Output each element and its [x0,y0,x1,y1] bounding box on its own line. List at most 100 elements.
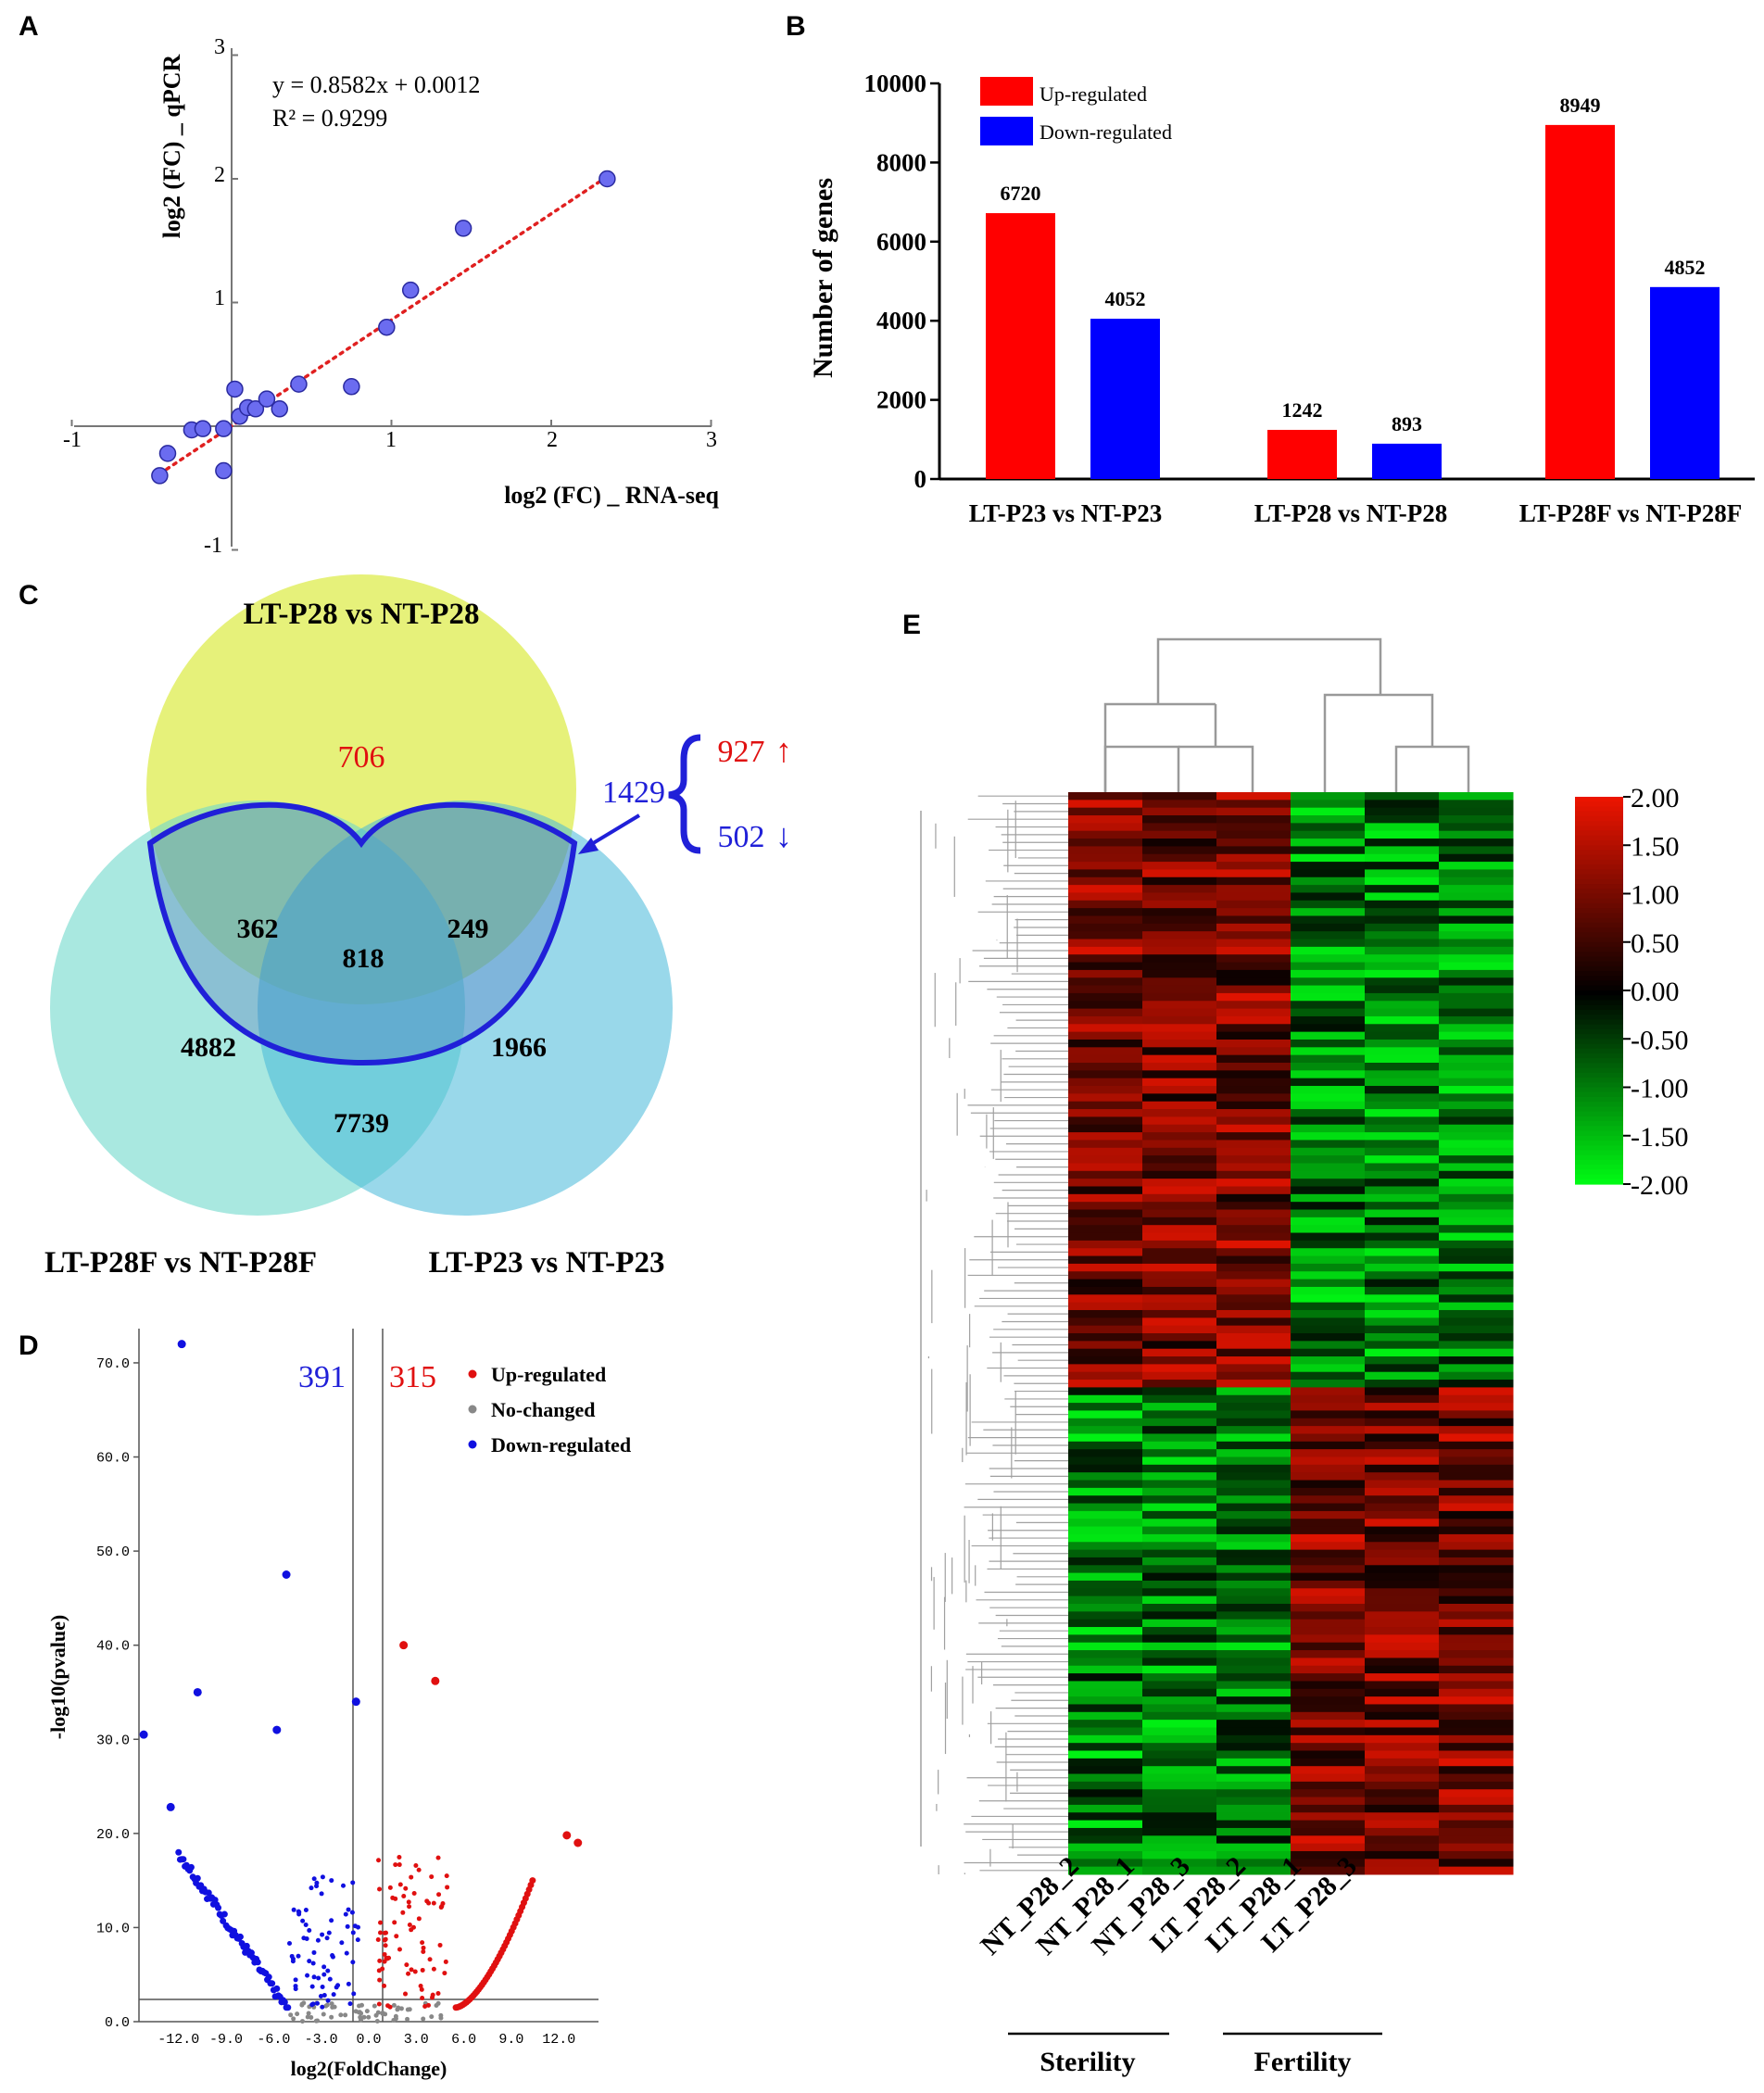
e-heatmap-cell [1068,1804,1143,1813]
e-heatmap-cell [1365,1318,1440,1327]
d-point-up [382,1930,387,1935]
d-point-nochange [288,2012,294,2018]
e-heatmap-cell [1142,815,1217,824]
d-point-up [437,1942,443,1948]
panel-letter-c: C [19,580,39,611]
e-heatmap-cell [1216,1464,1292,1473]
d-point-down [139,1730,148,1739]
e-heatmap-cell [1068,1627,1143,1635]
e-colorbar-band [1575,826,1623,832]
e-heatmap-cell [1439,1193,1514,1203]
e-heatmap-cell [1216,954,1292,964]
d-point-down [346,1907,351,1912]
e-heatmap-cell [1068,1225,1143,1234]
e-heatmap-cell [1439,1147,1514,1156]
d-point-down [166,1802,175,1811]
e-heatmap-cell [1365,1286,1440,1295]
e-heatmap-cell [1291,1047,1366,1056]
e-heatmap-cell [1439,1263,1514,1272]
e-colorbar-label: -2.00 [1631,1170,1689,1201]
d-point-up [420,1996,425,2001]
e-heatmap-cell [1291,830,1366,839]
e-heatmap-cell [1365,1704,1440,1713]
e-heatmap-cell [1439,1734,1514,1744]
e-heatmap-cell [1439,1371,1514,1381]
e-heatmap-cell [1142,1595,1217,1605]
e-heatmap-cell [1291,1850,1366,1860]
e-heatmap-cell [1291,1804,1366,1813]
venn-circle-right [258,801,673,1216]
panel-a: A -1 1 2 3 3 2 1 -1 y = 0.8582x + 0.0012… [19,11,720,558]
a-scatter-point [343,378,360,396]
e-heatmap-cell [1365,1634,1440,1644]
e-heatmap-cell [1291,1140,1366,1149]
e-heatmap-cell [1291,807,1366,816]
e-heatmap-cell [1068,1835,1143,1845]
d-point-nochange [405,2007,410,2012]
d-point-nochange [309,2014,314,2020]
d-point-nochange [373,2012,379,2018]
e-colorbar-band [1575,1028,1623,1035]
e-heatmap-cell [1068,1519,1143,1528]
d-point-up [397,1882,403,1887]
e-colorbar-band [1575,806,1623,813]
e-heatmap-cell [1439,1627,1514,1635]
e-heatmap-cell [1365,1580,1440,1589]
d-point-down [320,2004,325,2010]
d-point-up [404,1962,410,1968]
e-heatmap-cell [1216,1681,1292,1690]
e-heatmap-cell [1365,1743,1440,1752]
d-point-down [180,1856,187,1863]
e-heatmap-cell [1291,1217,1366,1226]
e-heatmap-cell [1365,1387,1440,1396]
e-colorbar-band [1575,797,1623,802]
e-heatmap-cell [1216,1333,1292,1342]
e-heatmap-cell [1439,923,1514,932]
e-heatmap-cell [1216,1711,1292,1721]
e-heatmap-cell [1365,923,1440,932]
e-heatmap-cell [1439,1008,1514,1017]
d-point-up [444,1873,449,1879]
e-heatmap-cell [1365,1155,1440,1164]
e-heatmap-cell [1068,1394,1143,1404]
e-colorbar-band [1575,1048,1623,1054]
e-heatmap-cell [1142,915,1217,925]
d-point-down [296,1953,301,1959]
e-heatmap-cell [1439,1186,1514,1195]
e-heatmap-cell [1068,1449,1143,1457]
e-heatmap-cell [1439,1495,1514,1505]
d-ytick-label: 60.0 [96,1451,130,1467]
e-heatmap-cell [1365,1519,1440,1528]
e-heatmap-cell [1216,1688,1292,1697]
d-point-down [310,2001,316,2007]
e-heatmap-cell [1365,1487,1440,1496]
e-heatmap-cell [1216,992,1292,1002]
e-heatmap-cell [1291,1696,1366,1705]
d-point-up [385,2003,391,2009]
e-heatmap-cell [1291,1418,1366,1427]
e-heatmap-cell [1365,908,1440,916]
d-point-up [422,2004,428,2010]
e-heatmap-cell [1291,923,1366,932]
e-colorbar-band [1575,946,1623,952]
d-point-down [220,1917,227,1924]
e-heatmap-cell [1291,862,1366,870]
e-heatmap-cell [1365,1054,1440,1064]
e-heatmap-cell [1439,1797,1514,1806]
e-heatmap-cell [1365,1449,1440,1457]
e-heatmap-cell [1068,1827,1143,1836]
e-heatmap-cell [1216,985,1292,994]
d-xtick-label: 12.0 [542,2032,575,2048]
e-heatmap-cell [1365,1627,1440,1635]
e-heatmap-cell [1216,1804,1292,1813]
e-heatmap-cell [1216,1827,1292,1836]
e-heatmap-cell [1068,1410,1143,1419]
e-heatmap-cell [1365,1294,1440,1304]
e-heatmap-cell [1216,1835,1292,1845]
e-heatmap-cell [1439,838,1514,847]
e-heatmap-cell [1142,954,1217,964]
d-point-down [321,1972,327,1977]
venn-highlight-region [146,801,578,1066]
venn-up-count: 927 [718,735,765,769]
e-colorbar-band [1575,1150,1623,1156]
